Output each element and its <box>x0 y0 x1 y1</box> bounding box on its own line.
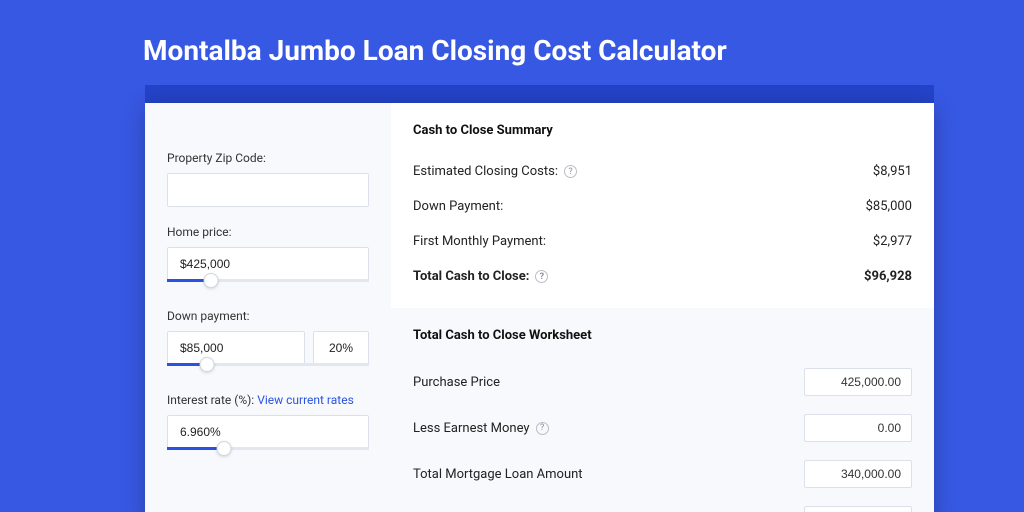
worksheet-row-mortgage-amount: Total Mortgage Loan Amount <box>413 451 912 497</box>
down-payment-label: Down payment: <box>167 309 369 323</box>
summary-row-down-payment: Down Payment: $85,000 <box>413 189 912 224</box>
summary-value: $85,000 <box>866 199 912 214</box>
slider-thumb[interactable] <box>216 441 231 456</box>
field-home-price: Home price: <box>167 225 369 291</box>
summary-title: Cash to Close Summary <box>413 123 912 138</box>
worksheet-value-input[interactable] <box>804 368 912 396</box>
view-rates-link[interactable]: View current rates <box>257 393 354 407</box>
worksheet-row-second-mortgage: Total Second Mortgage Amount ? <box>413 497 912 512</box>
help-icon[interactable]: ? <box>564 165 577 178</box>
summary-row-closing-costs: Estimated Closing Costs: ? $8,951 <box>413 154 912 189</box>
field-down-payment: Down payment: <box>167 309 369 375</box>
summary-value: $2,977 <box>873 234 912 249</box>
summary-row-first-payment: First Monthly Payment: $2,977 <box>413 224 912 259</box>
page-title: Montalba Jumbo Loan Closing Cost Calcula… <box>0 0 1024 85</box>
interest-rate-slider[interactable] <box>167 447 369 459</box>
summary-label: First Monthly Payment: <box>413 234 546 249</box>
worksheet-row-earnest-money: Less Earnest Money ? <box>413 405 912 451</box>
worksheet-value-input[interactable] <box>804 460 912 488</box>
inputs-panel: Property Zip Code: Home price: Down paym… <box>145 103 391 512</box>
help-icon[interactable]: ? <box>536 422 549 435</box>
worksheet-panel: Total Cash to Close Worksheet Purchase P… <box>391 308 934 512</box>
field-interest-rate: Interest rate (%): View current rates <box>167 393 369 459</box>
results-panel: Cash to Close Summary Estimated Closing … <box>391 103 934 512</box>
summary-value: $8,951 <box>873 164 912 179</box>
zip-label: Property Zip Code: <box>167 151 369 165</box>
worksheet-row-purchase-price: Purchase Price <box>413 359 912 405</box>
worksheet-label: Purchase Price <box>413 375 500 390</box>
interest-rate-label: Interest rate (%): View current rates <box>167 393 369 407</box>
home-price-slider[interactable] <box>167 279 369 291</box>
slider-thumb[interactable] <box>200 357 215 372</box>
worksheet-label: Less Earnest Money <box>413 421 530 436</box>
worksheet-title: Total Cash to Close Worksheet <box>413 328 912 343</box>
worksheet-label: Total Mortgage Loan Amount <box>413 467 583 482</box>
summary-total-label: Total Cash to Close: <box>413 269 529 284</box>
summary-label: Down Payment: <box>413 199 503 214</box>
summary-row-total: Total Cash to Close: ? $96,928 <box>413 259 912 294</box>
summary-label: Estimated Closing Costs: <box>413 164 558 179</box>
zip-input[interactable] <box>167 173 369 207</box>
calculator-card: Property Zip Code: Home price: Down paym… <box>145 103 934 512</box>
down-payment-input[interactable] <box>167 331 305 365</box>
slider-thumb[interactable] <box>204 273 219 288</box>
summary-total-value: $96,928 <box>864 269 912 284</box>
interest-rate-label-text: Interest rate (%): <box>167 393 254 407</box>
help-icon[interactable]: ? <box>535 270 548 283</box>
home-price-input[interactable] <box>167 247 369 281</box>
interest-rate-input[interactable] <box>167 415 369 449</box>
field-zip: Property Zip Code: <box>167 151 369 207</box>
worksheet-value-input[interactable] <box>804 506 912 512</box>
worksheet-value-input[interactable] <box>804 414 912 442</box>
home-price-label: Home price: <box>167 225 369 239</box>
down-payment-slider[interactable] <box>167 363 369 375</box>
down-payment-percent-input[interactable] <box>313 331 369 365</box>
